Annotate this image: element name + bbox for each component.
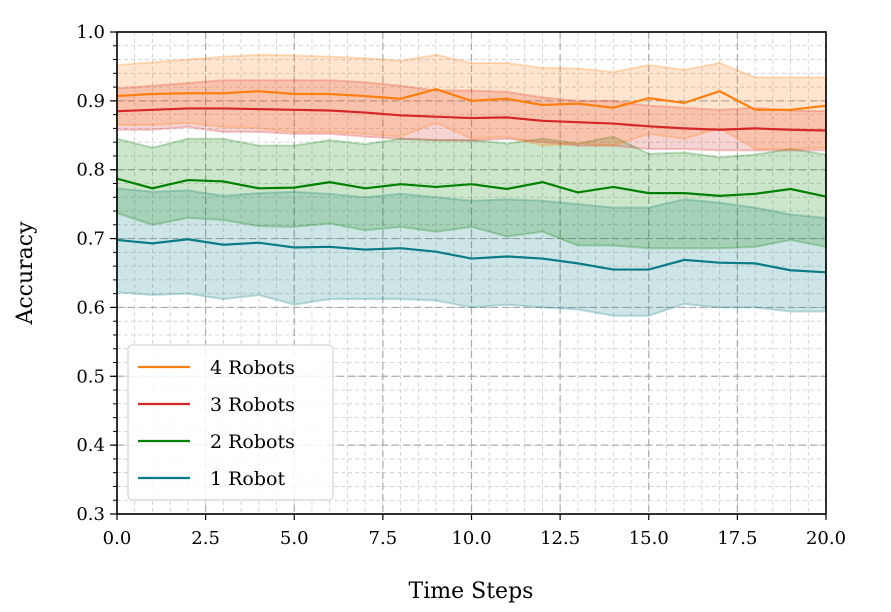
x-tick-label: 2.5	[191, 528, 220, 549]
legend-label: 1 Robot	[210, 468, 285, 490]
y-tick-label: 0.3	[76, 504, 105, 525]
confidence-bands	[116, 53, 827, 317]
x-axis-label: Time Steps	[409, 579, 534, 604]
x-tick-label: 17.5	[717, 528, 757, 549]
x-tick-label: 20.0	[806, 528, 846, 549]
x-tick-label: 7.5	[369, 528, 398, 549]
legend-label: 4 Robots	[210, 357, 295, 379]
legend-label: 2 Robots	[210, 431, 295, 453]
y-tick-label: 0.4	[76, 435, 105, 456]
y-tick-label: 0.5	[76, 366, 105, 387]
y-tick-label: 1.0	[76, 22, 105, 43]
axis-ticks: 0.0 2.5 5.0 7.5 10.0 12.5 15.0 17.5 20.0 0.3 0.4 0.…	[76, 22, 846, 549]
x-tick-label: 5.0	[280, 528, 309, 549]
y-tick-label: 0.6	[76, 297, 105, 318]
series-lines	[116, 88, 827, 274]
y-tick-label: 0.9	[76, 91, 105, 112]
x-tick-label: 0.0	[103, 528, 132, 549]
legend: 4 Robots 3 Robots 2 Robots 1 Robot	[127, 344, 334, 501]
legend-label: 3 Robots	[210, 394, 295, 416]
x-tick-label: 10.0	[451, 528, 491, 549]
x-tick-label: 12.5	[540, 528, 580, 549]
x-tick-label: 15.0	[629, 528, 669, 549]
y-axis-label: Accuracy	[13, 221, 38, 326]
y-tick-label: 0.8	[76, 160, 105, 181]
y-tick-label: 0.7	[76, 229, 105, 250]
legend-box	[127, 344, 334, 501]
